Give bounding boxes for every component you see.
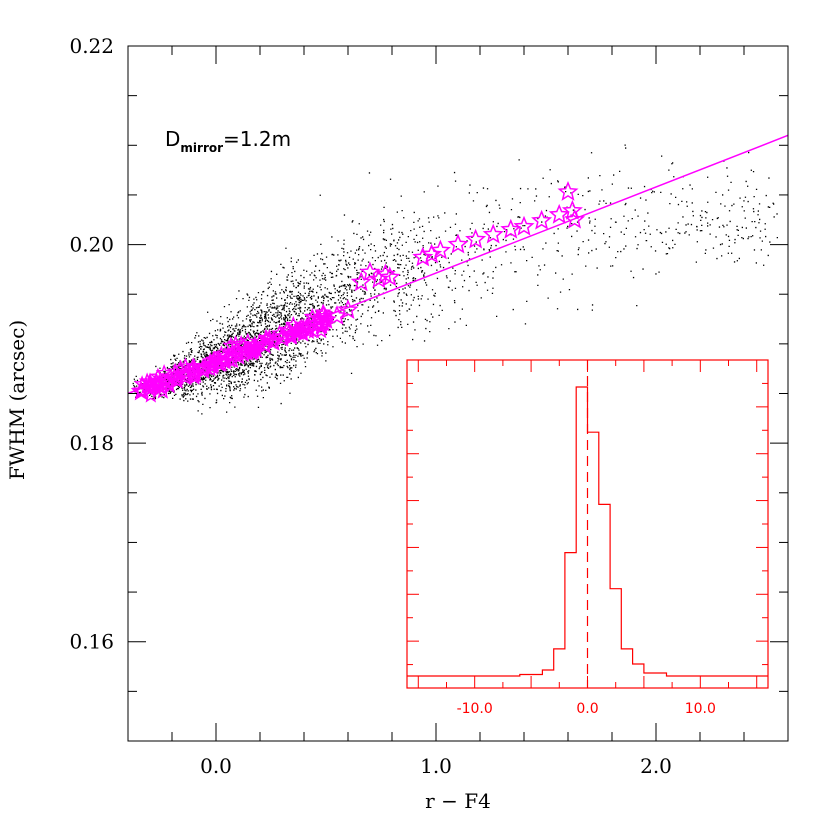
fit-star	[274, 327, 292, 344]
fit-layer	[127, 134, 789, 403]
fit-star	[209, 349, 227, 366]
fit-star	[230, 344, 248, 361]
fit-star	[298, 316, 316, 334]
fit-star	[205, 356, 223, 373]
inset-axis-ticks	[407, 360, 768, 688]
fit-star	[166, 362, 184, 379]
fit-star	[172, 359, 190, 376]
fit-star	[557, 180, 579, 201]
fit-star	[447, 233, 469, 254]
fit-star	[350, 271, 372, 292]
fit-star	[337, 299, 359, 320]
main-axis-tick-labels: 0.0 1.0 2.0 0.16 0.18 0.20 0.22	[69, 34, 671, 778]
fit-star	[513, 215, 535, 236]
fit-star	[151, 373, 169, 391]
fit-star	[312, 322, 330, 339]
x-tick-label: 2.0	[640, 754, 672, 778]
fit-star	[155, 364, 173, 381]
fit-star	[313, 317, 331, 335]
annotation-rest: =1.2m	[223, 127, 291, 151]
fit-star	[185, 366, 203, 383]
x-axis-title: r − F4	[425, 789, 491, 813]
fit-star	[235, 337, 253, 354]
fit-star	[201, 352, 219, 369]
y-tick-label: 0.16	[69, 630, 114, 654]
fit-star	[500, 218, 522, 239]
fit-star	[303, 307, 321, 324]
fit-star	[215, 352, 233, 370]
fit-star	[379, 266, 401, 287]
fit-star	[315, 314, 333, 331]
fit-star	[260, 331, 278, 348]
annotation-subscript: mirror	[180, 141, 223, 155]
y-tick-label: 0.22	[69, 34, 114, 58]
inset-x-tick-label: -10.0	[457, 701, 493, 717]
fit-star	[316, 309, 334, 327]
main-axis-ticks	[127, 45, 789, 742]
inset-tick-labels: -10.0 0.0 10.0	[457, 701, 716, 717]
inset-frame	[406, 359, 769, 689]
fit-star	[548, 203, 570, 224]
fit-star	[154, 382, 172, 399]
y-axis-title: FWHM (arcsec)	[5, 320, 29, 480]
fit-star	[465, 228, 487, 249]
fit-star	[482, 223, 504, 244]
fit-star	[429, 239, 451, 260]
fit-star	[412, 246, 434, 267]
annotation-main: D	[165, 127, 180, 151]
fit-star	[421, 243, 443, 264]
fit-star	[186, 368, 204, 385]
x-tick-label: 1.0	[420, 754, 452, 778]
inset-x-tick-label: 0.0	[576, 701, 598, 717]
mirror-annotation: Dmirror=1.2m	[165, 127, 291, 155]
fit-star	[224, 351, 242, 369]
fit-star	[212, 345, 230, 362]
inset-x-tick-label: 10.0	[685, 701, 716, 717]
fit-star	[227, 341, 245, 358]
fit-star	[245, 341, 263, 358]
fit-star	[531, 209, 553, 230]
inset-histogram: -10.0 0.0 10.0	[406, 359, 769, 717]
fit-star	[564, 208, 586, 229]
fit-star	[147, 378, 165, 395]
fit-star	[184, 357, 202, 374]
y-tick-label: 0.20	[69, 233, 114, 257]
inset-histogram-steps	[407, 386, 768, 677]
fit-star	[239, 332, 257, 349]
fit-star	[368, 268, 390, 289]
y-tick-label: 0.18	[69, 431, 114, 455]
x-tick-label: 0.0	[200, 754, 232, 778]
